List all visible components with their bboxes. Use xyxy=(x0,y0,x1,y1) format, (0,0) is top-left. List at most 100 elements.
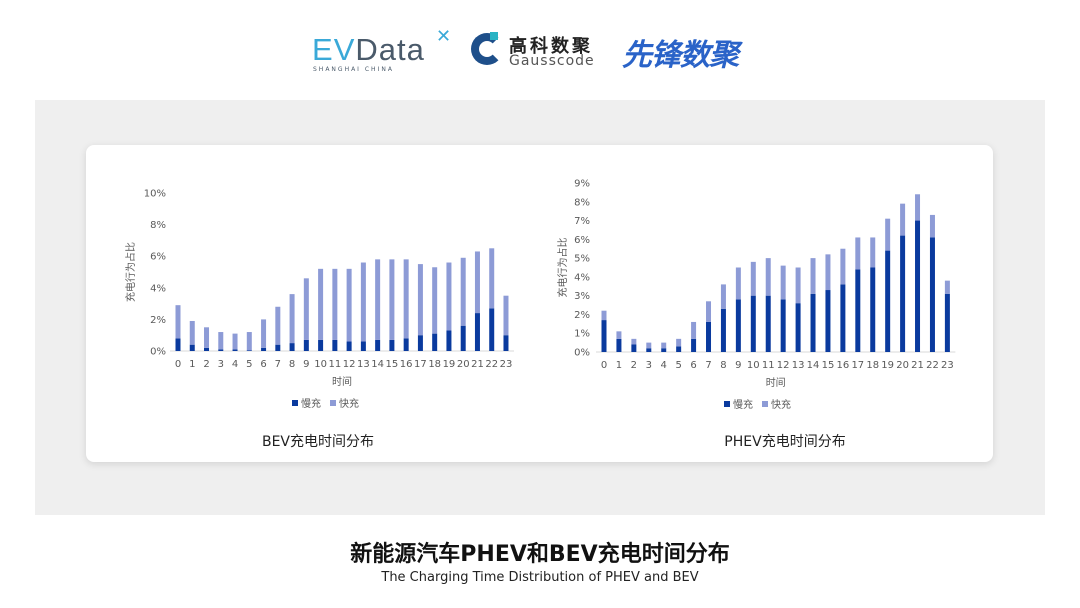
bev-bar-fast xyxy=(489,248,495,309)
bev-bar-slow xyxy=(489,308,495,351)
phev-bar-fast xyxy=(870,237,876,268)
evdata-logo: EVData xyxy=(312,32,425,67)
bev-bar-slow xyxy=(218,349,224,351)
phev-bar-fast xyxy=(810,258,816,294)
phev-bar-slow xyxy=(750,295,756,352)
bev-x-tick-label: 1 xyxy=(189,359,195,370)
gausscode-logo-square xyxy=(490,32,498,40)
phev-bar-slow xyxy=(706,321,712,352)
bev-bar-slow xyxy=(289,343,295,351)
bev-bar-slow xyxy=(474,313,480,351)
phev-x-tick-label: 9 xyxy=(735,360,741,371)
bev-bar-slow xyxy=(189,344,195,351)
phev-bar-fast xyxy=(855,237,861,270)
phev-bar-slow xyxy=(601,320,607,352)
phev-bar-slow xyxy=(676,346,682,352)
phev-bar-fast xyxy=(885,218,891,251)
bev-x-tick-label: 18 xyxy=(428,359,441,370)
phev-bar-slow xyxy=(915,220,921,352)
bev-bar-fast xyxy=(403,259,409,339)
bev-x-tick-label: 8 xyxy=(289,359,295,370)
phev-bar-fast xyxy=(706,301,712,322)
bev-bar-fast xyxy=(432,267,438,334)
figure-subtitle: The Charging Time Distribution of PHEV a… xyxy=(381,570,699,585)
bev-x-tick-label: 3 xyxy=(218,359,224,370)
bev-bar-slow xyxy=(432,333,438,351)
phev-bar-slow xyxy=(944,293,950,352)
phev-x-tick-label: 0 xyxy=(601,360,607,371)
phev-bar-fast xyxy=(616,331,622,339)
phev-x-tick-label: 15 xyxy=(822,360,835,371)
phev-bar-slow xyxy=(780,299,786,352)
bev-bar-fast xyxy=(275,306,281,345)
bev-x-tick-label: 7 xyxy=(275,359,281,370)
bev-x-tick-label: 5 xyxy=(246,359,252,370)
phev-x-tick-label: 20 xyxy=(896,360,909,371)
bev-bar-fast xyxy=(189,320,195,345)
bev-x-tick-label: 14 xyxy=(371,359,384,370)
phev-bar-fast xyxy=(915,194,921,221)
bev-y-tick-label: 4% xyxy=(150,283,166,294)
bev-x-tick-label: 20 xyxy=(457,359,470,370)
phev-bar-fast xyxy=(929,214,935,238)
phev-bar-fast xyxy=(825,254,831,291)
phev-x-tick-label: 8 xyxy=(720,360,726,371)
bev-legend-label: 快充 xyxy=(339,397,359,410)
phev-x-tick-label: 17 xyxy=(851,360,864,371)
phev-bar-fast xyxy=(840,248,846,285)
bev-bar-slow xyxy=(275,344,281,351)
phev-bar-slow xyxy=(661,348,667,352)
phev-x-tick-label: 10 xyxy=(747,360,760,371)
phev-legend-label: 快充 xyxy=(771,398,791,411)
phev-bar-fast xyxy=(691,321,697,339)
phev-bar-fast xyxy=(944,280,950,294)
bev-bar-fast xyxy=(218,332,224,350)
bev-x-tick-label: 16 xyxy=(400,359,413,370)
phev-x-tick-label: 5 xyxy=(675,360,681,371)
phev-bar-slow xyxy=(855,269,861,352)
bev-bar-slow xyxy=(318,339,324,351)
phev-y-axis-label: 充电行为占比 xyxy=(556,238,569,298)
evdata-x-mark: ✕ xyxy=(436,26,452,47)
phev-x-tick-label: 13 xyxy=(792,360,805,371)
phev-bar-slow xyxy=(929,237,935,352)
bev-x-tick-label: 4 xyxy=(232,359,238,370)
phev-bar-slow xyxy=(825,290,831,352)
phev-bar-slow xyxy=(765,295,771,352)
bev-bar-fast xyxy=(175,305,181,339)
phev-bar-slow xyxy=(900,235,906,352)
bev-bar-fast xyxy=(346,268,352,342)
phev-y-tick-label: 9% xyxy=(574,179,590,190)
bev-bar-fast xyxy=(318,268,324,340)
figure-title: 新能源汽车PHEV和BEV充电时间分布 xyxy=(350,542,730,567)
bev-bar-fast xyxy=(460,257,466,326)
bev-legend-label: 慢充 xyxy=(301,397,321,410)
phev-x-tick-label: 23 xyxy=(941,360,954,371)
phev-x-tick-label: 12 xyxy=(777,360,790,371)
bev-bar-fast xyxy=(289,294,295,344)
bev-bar-slow xyxy=(417,335,423,351)
phev-bar-slow xyxy=(870,267,876,352)
phev-x-tick-label: 3 xyxy=(646,360,652,371)
bev-x-tick-label: 10 xyxy=(314,359,327,370)
bev-bar-fast xyxy=(261,319,267,348)
phev-bar-slow xyxy=(735,299,741,352)
bev-bar-fast xyxy=(246,332,252,351)
phev-bar-fast xyxy=(676,338,682,347)
bev-y-tick-label: 2% xyxy=(150,315,166,326)
phev-bar-slow xyxy=(691,338,697,352)
bev-bar-slow xyxy=(403,338,409,351)
bev-bar-slow xyxy=(503,335,509,351)
bev-bar-fast xyxy=(474,251,480,314)
bev-y-tick-label: 0% xyxy=(150,347,166,358)
phev-x-tick-label: 14 xyxy=(807,360,820,371)
bev-x-tick-label: 17 xyxy=(414,359,427,370)
bev-bar-slow xyxy=(303,339,309,351)
bev-bar-fast xyxy=(232,333,238,350)
phev-y-tick-label: 2% xyxy=(574,310,590,321)
phev-bar-slow xyxy=(840,284,846,352)
bev-x-tick-label: 0 xyxy=(175,359,181,370)
phev-bar-fast xyxy=(601,310,607,321)
gausscode-logo-icon xyxy=(471,33,503,65)
bev-bar-slow xyxy=(246,350,252,351)
